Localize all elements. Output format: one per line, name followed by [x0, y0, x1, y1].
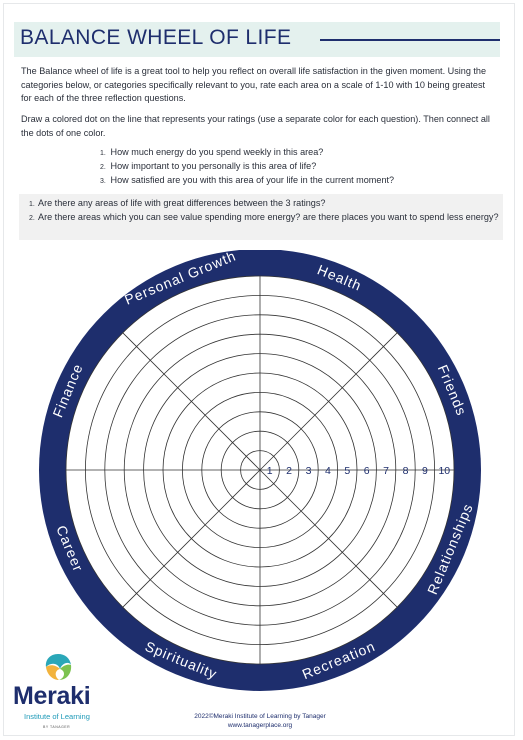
title-bar: BALANCE WHEEL OF LIFE: [14, 22, 500, 57]
scale-label: 4: [325, 465, 331, 477]
scale-label: 6: [364, 465, 370, 477]
scale-label: 1: [267, 465, 273, 477]
footer-website: www.tanagerplace.org: [227, 722, 293, 729]
wheel-spoke: [259, 469, 398, 608]
title-rule: [320, 39, 500, 41]
scale-label: 2: [286, 465, 292, 477]
scale-label: 3: [306, 465, 312, 477]
logo-tagline: BY TANAGER: [43, 725, 71, 729]
wheel-spoke: [122, 332, 261, 471]
reflection-box: 1. Are there any areas of life with great…: [19, 194, 503, 240]
wheel-spoke: [122, 469, 261, 608]
scale-label: 8: [403, 465, 409, 477]
logo-name: Meraki: [13, 682, 91, 710]
question-item: 3. How satisfied are you with this area …: [100, 175, 395, 185]
reflection-item: 1. Are there any areas of life with great…: [29, 198, 326, 208]
scale-label: 10: [438, 465, 450, 477]
page-title: BALANCE WHEEL OF LIFE: [20, 26, 292, 49]
question-item: 1. How much energy do you spend weekly i…: [100, 147, 324, 157]
question-item: 2. How important to you personally is th…: [100, 161, 317, 171]
scale-label: 7: [383, 465, 389, 477]
footer-copyright: 2022©Meraki Institute of Learning by Tan…: [194, 713, 326, 720]
meraki-logo: Meraki Institute of Learning BY TANAGER: [10, 652, 110, 737]
reflection-item: 2. Are there areas which you can see valu…: [29, 212, 499, 222]
scale-label: 5: [344, 465, 350, 477]
footer: 2022©Meraki Institute of Learning by Tan…: [150, 712, 370, 730]
logo-subtitle: Institute of Learning: [24, 712, 90, 721]
wheel-spoke: [259, 332, 398, 471]
instructions-paragraph: Draw a colored dot on the line that repr…: [21, 114, 490, 138]
meraki-logo-icon: [45, 654, 72, 680]
rating-questions: 1. How much energy do you spend weekly i…: [100, 146, 394, 188]
page-frame: [3, 3, 515, 736]
balance-wheel: HealthFriendsRelationshipsRecreationSpir…: [39, 250, 481, 691]
scale-label: 9: [422, 465, 428, 477]
reflection-questions: 1. Are there any areas of life with great…: [29, 197, 499, 225]
intro-paragraph: The Balance wheel of life is a great too…: [21, 66, 487, 103]
